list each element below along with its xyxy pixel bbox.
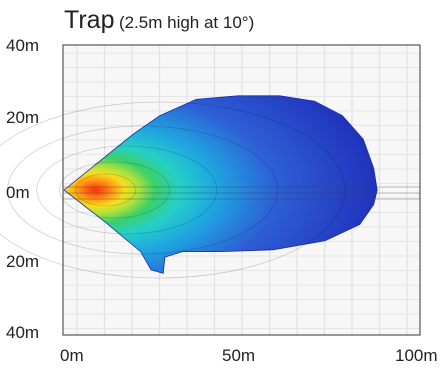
beam-shape	[63, 95, 378, 274]
x-tick-label: 0m	[60, 346, 84, 365]
chart-title-main: Trap	[64, 6, 115, 34]
contour-line	[36, 145, 218, 235]
y-tick-label: 20m	[6, 108, 40, 127]
y-tick-label: 0m	[6, 183, 30, 202]
y-tick-label: 40m	[6, 36, 40, 55]
plot-frame	[62, 44, 421, 336]
contour-line	[59, 161, 170, 219]
y-tick-label: 40m	[6, 323, 40, 342]
contour-line	[7, 125, 278, 255]
x-tick-label: 100m	[395, 346, 438, 365]
x-tick-label: 50m	[222, 346, 256, 365]
y-tick-label: 20m	[6, 252, 40, 271]
contour-line	[0, 101, 346, 279]
chart-title: Trap (2.5m high at 10°)	[64, 6, 254, 35]
chart-subtitle: (2.5m high at 10°)	[118, 13, 255, 32]
contour-line	[75, 173, 137, 207]
